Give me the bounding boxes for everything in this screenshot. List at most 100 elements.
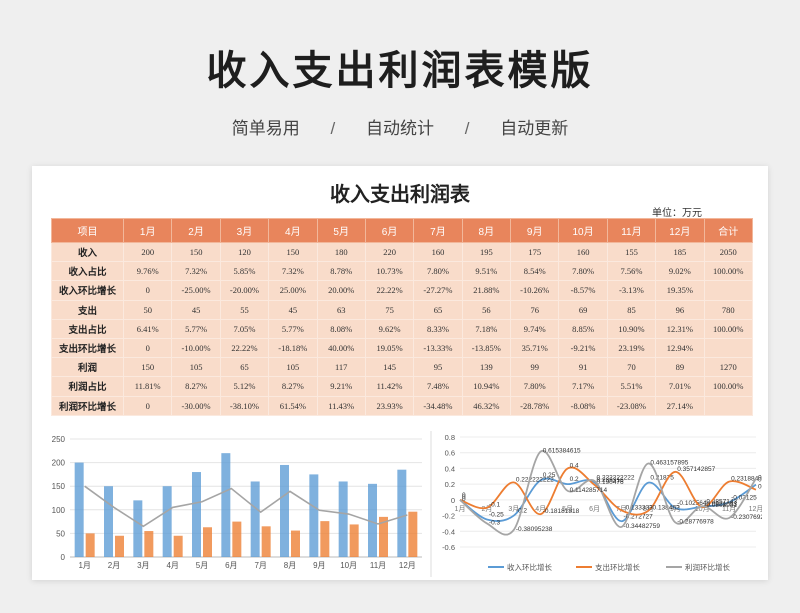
- table-cell: 23.19%: [606, 337, 657, 359]
- table-cell: 7.32%: [268, 261, 318, 282]
- table-cell: 2050: [703, 241, 753, 263]
- line-chart-svg: -0.6 -0.4 -0.2 0 0.2 0.4 0.6 0.8 1月 2月 3月 4月 5月 6月 7月 8…: [430, 431, 796, 577]
- table-header-cell: 合计: [703, 218, 753, 243]
- table-cell: 780: [703, 299, 753, 320]
- y-tick-label: 0: [61, 553, 66, 562]
- table-cell: 11.81%: [122, 376, 173, 397]
- bar-revenue: [280, 464, 289, 557]
- bar-revenue: [397, 469, 407, 557]
- table-cell: 7.18%: [461, 318, 512, 339]
- x-tick-label: 2月: [108, 561, 120, 570]
- data-label: -0.34482759: [623, 523, 660, 530]
- table-cell: 160: [413, 241, 463, 263]
- table-cell: 56: [461, 299, 512, 320]
- table-cell: -25.00%: [171, 280, 221, 301]
- table-cell: 100.00%: [703, 261, 753, 282]
- data-label: 0.114285714: [570, 487, 608, 494]
- y-tick-label: 200: [52, 459, 66, 468]
- x-tick-label: 10月: [695, 505, 710, 513]
- table-cell: 75: [364, 299, 415, 320]
- legend-label: 收入环比增长: [507, 562, 552, 572]
- bar-revenue: [221, 453, 231, 557]
- row-label: 收入: [51, 241, 124, 263]
- y-tick-label: -0.6: [442, 543, 455, 552]
- table-cell: 10.73%: [364, 261, 415, 282]
- bar-expense: [349, 524, 359, 557]
- x-tick-label: 7月: [254, 561, 266, 570]
- row-label: 利润环比增长: [51, 395, 124, 416]
- table-cell: -8.57%: [558, 280, 608, 301]
- table-cell: 5.77%: [268, 318, 318, 339]
- subtitle: 简单易用 / 自动统计 / 自动更新: [0, 114, 800, 139]
- data-label: 0.129411765: [758, 484, 762, 491]
- table-cell: -28.78%: [509, 395, 560, 416]
- table-row: 收入环比增长 0 -25.00% -20.00% 25.00% 20.00% 22.22% -…: [51, 280, 753, 301]
- table-cell: -38.10%: [219, 395, 270, 416]
- data-label: 0.2: [570, 476, 579, 483]
- x-tick-label: 8月: [284, 561, 296, 570]
- table-cell: 150: [171, 241, 221, 263]
- data-label: -0.0808081: [704, 502, 737, 509]
- y-tick-label: 0.8: [445, 433, 455, 442]
- x-tick-label: 1月: [78, 561, 90, 570]
- row-label: 支出占比: [51, 318, 124, 339]
- row-label: 利润: [51, 357, 124, 378]
- table-cell: 10.94%: [461, 376, 512, 397]
- revenue-expense-bar-chart: 0 50 100 150 200 250 1月 2月 3月 4月 5月 6月 7月 8月 9月 10月 11月 1…: [40, 431, 430, 577]
- table-cell: 5.51%: [606, 376, 657, 397]
- table-cell: 117: [316, 357, 366, 378]
- table-cell: 11.43%: [316, 395, 366, 416]
- table-cell: 25.00%: [268, 280, 318, 301]
- table-cell: -10.26%: [509, 280, 560, 301]
- spreadsheet-preview: 收入支出利润表 单位：万元 项目 1月 2月 3月 4月 5月 6月 7月 8月 9月 10月 11月…: [32, 166, 796, 580]
- data-label: -0.1: [489, 502, 501, 509]
- table-cell: 45: [171, 299, 221, 320]
- table-cell: 95: [413, 357, 463, 378]
- table-cell: 65: [219, 357, 270, 378]
- x-tick-label: 6月: [589, 505, 600, 513]
- table-cell: 96: [655, 299, 705, 320]
- bar-expense: [320, 521, 330, 557]
- table-cell: 12.94%: [655, 337, 705, 359]
- table-header-cell: 9月: [509, 218, 560, 243]
- row-label: 利润占比: [51, 376, 124, 397]
- table-cell: 155: [606, 241, 657, 263]
- table-row: 支出 50 45 55 45 63 75 65 56 76 69 85 96 780: [51, 299, 753, 320]
- growth-series-line: [459, 450, 757, 536]
- table-header-cell: 1月: [122, 218, 173, 243]
- y-tick-label: 150: [52, 482, 66, 491]
- row-label: 收入占比: [51, 261, 124, 282]
- subtitle-item: 自动统计: [366, 119, 434, 138]
- x-tick-label: 7月: [616, 505, 627, 513]
- table-cell: 69: [558, 299, 608, 320]
- x-tick-label: 2月: [481, 505, 492, 513]
- data-label: -0.25: [489, 512, 504, 519]
- y-tick-label: 50: [56, 529, 65, 538]
- table-header-cell: 7月: [413, 218, 463, 243]
- x-tick-label: 11月: [722, 505, 736, 513]
- x-tick-label: 5月: [562, 505, 573, 513]
- table-cell: 7.80%: [509, 376, 560, 397]
- table-cell: 89: [655, 357, 705, 378]
- data-label: 0.21875: [650, 475, 674, 482]
- bar-expense: [144, 531, 154, 557]
- data-label: 0: [462, 492, 466, 499]
- x-tick-label: 4月: [535, 505, 546, 513]
- table-cell: 220: [364, 241, 415, 263]
- x-tick-label: 10月: [340, 561, 357, 570]
- table-cell: 8.85%: [558, 318, 608, 339]
- table-cell: 9.74%: [509, 318, 560, 339]
- table-cell: -13.85%: [461, 337, 512, 359]
- table-row: 利润环比增长 0 -30.00% -38.10% 61.54% 11.43% 23.93% -…: [51, 395, 753, 416]
- table-cell: 195: [461, 241, 512, 263]
- table-cell: 175: [509, 241, 560, 263]
- table-row: 收入占比 9.76% 7.32% 5.85% 7.32% 8.78% 10.73% 7.80%…: [51, 261, 753, 282]
- table-cell: 85: [606, 299, 657, 320]
- table-cell: 12.31%: [655, 318, 705, 339]
- x-tick-label: 3月: [137, 561, 149, 570]
- table-cell: 100.00%: [703, 318, 753, 339]
- table-header-cell: 8月: [461, 218, 512, 243]
- table-cell: -34.48%: [413, 395, 463, 416]
- table-cell: 19.05%: [364, 337, 415, 359]
- table-cell: 9.02%: [655, 261, 705, 282]
